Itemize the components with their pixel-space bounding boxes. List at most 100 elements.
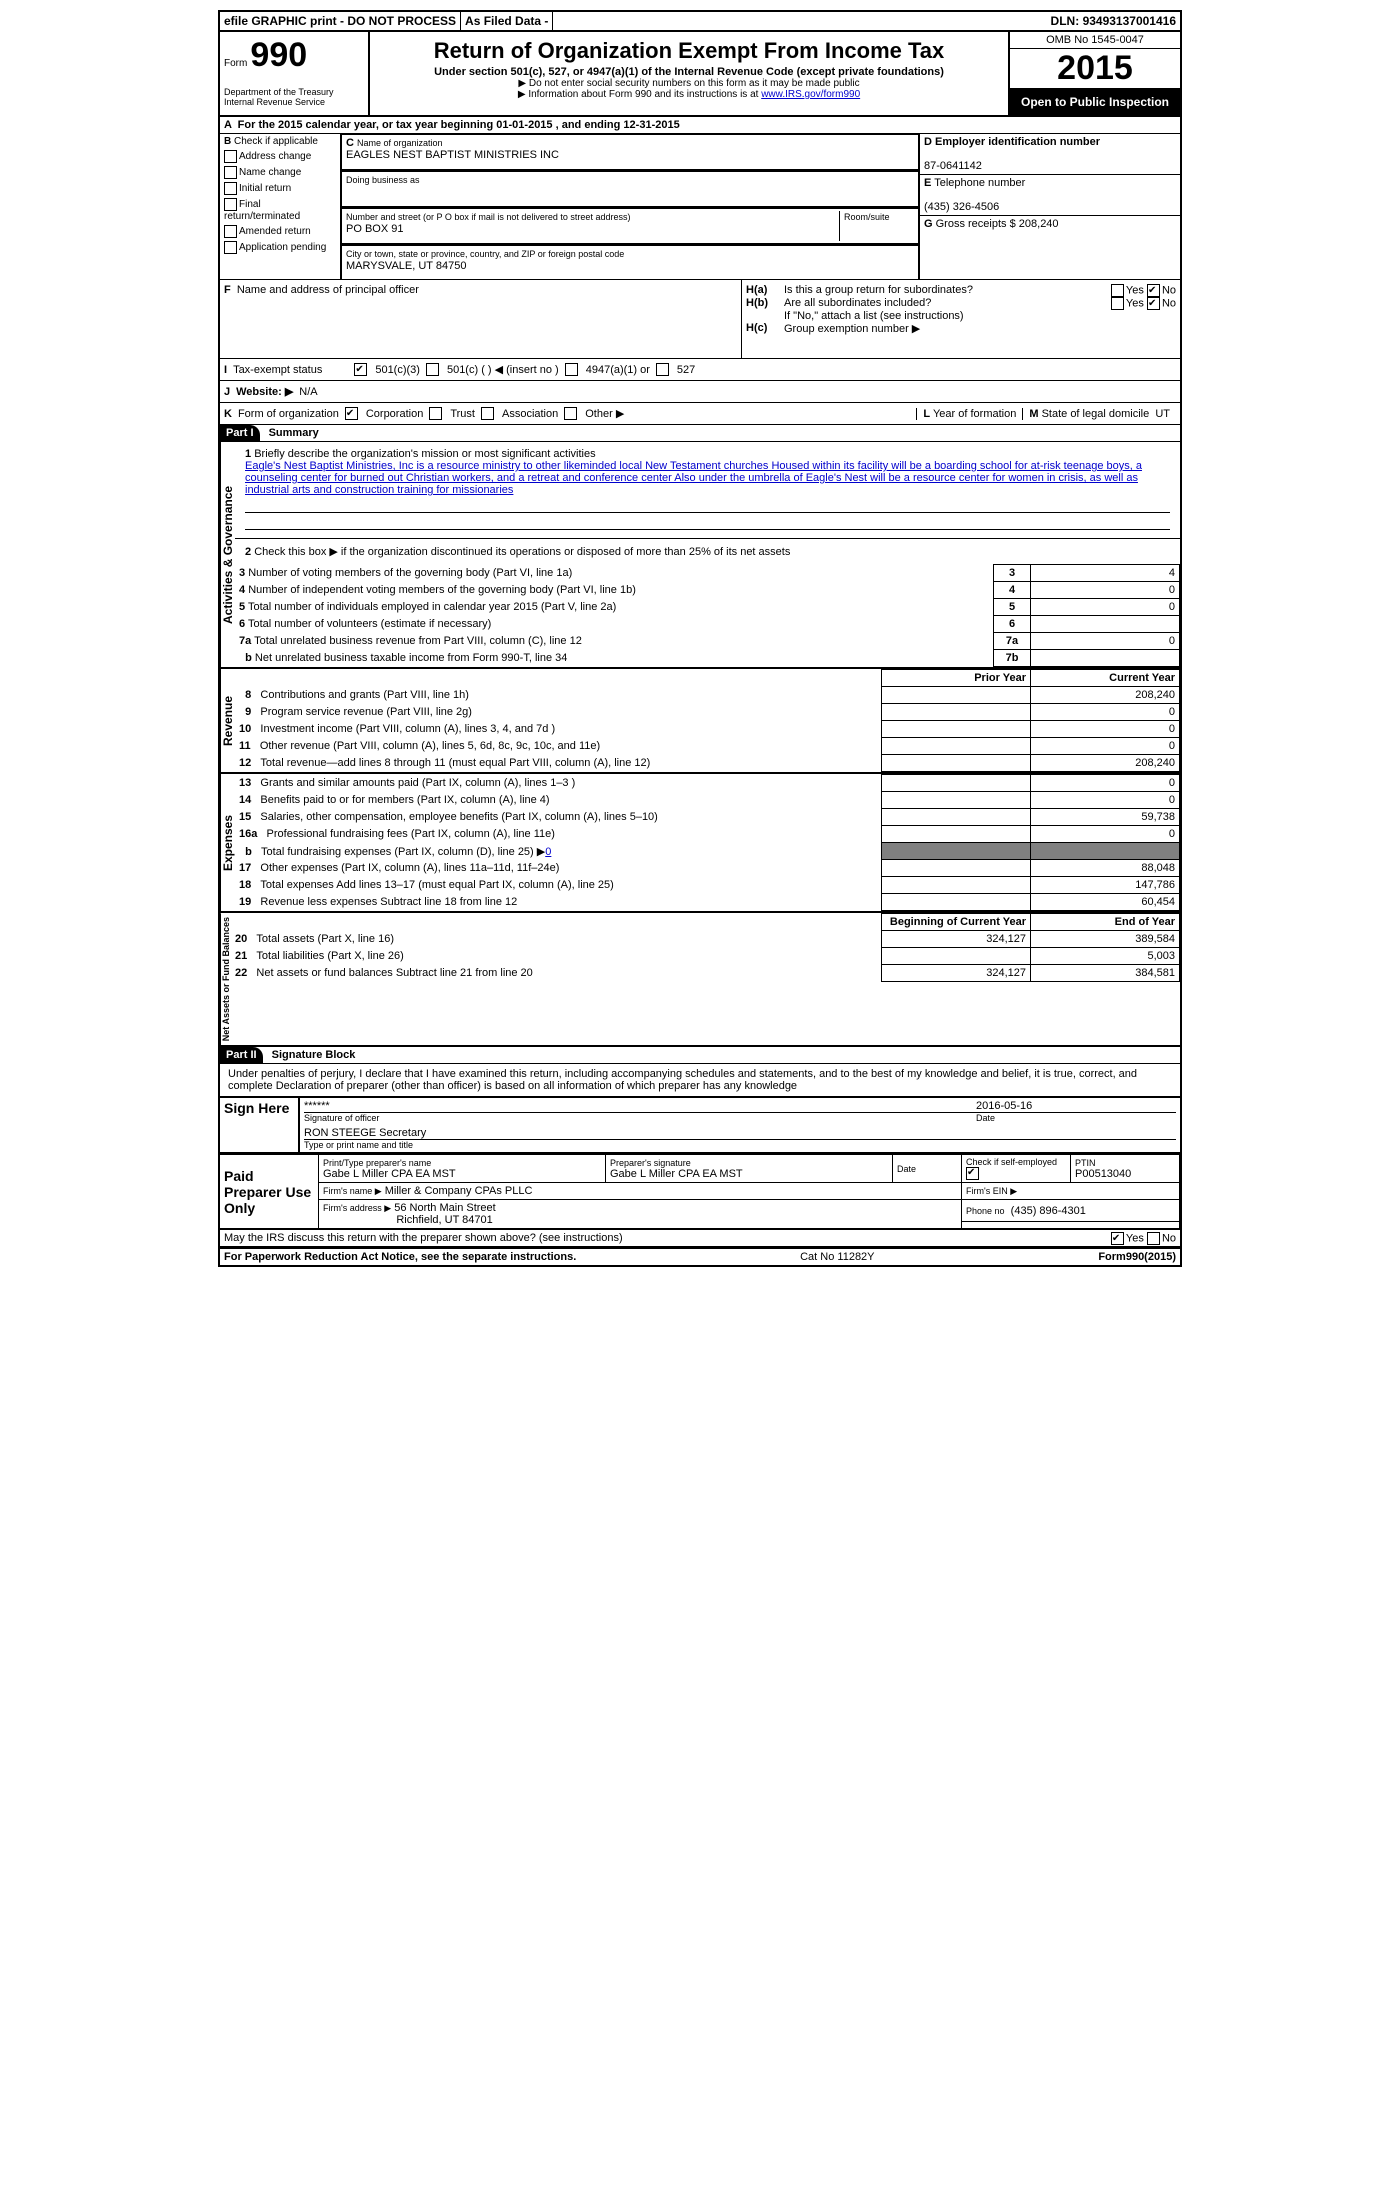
inline-val: 0 [545, 846, 551, 858]
line-box: 5 [994, 599, 1031, 616]
activities-content: 1 Briefly describe the organization's mi… [235, 442, 1180, 667]
cb-corporation[interactable] [345, 407, 358, 420]
table-row: 6 Total number of volunteers (estimate i… [235, 616, 1180, 633]
line-num: 15 [239, 811, 251, 823]
hb-text: Are all subordinates included? [784, 297, 1111, 310]
cb-address-change[interactable]: Address change [224, 150, 336, 163]
discuss-no-cb[interactable] [1147, 1232, 1160, 1245]
letter-a: A [224, 119, 232, 131]
current-val: 0 [1031, 704, 1180, 721]
end-val: 389,584 [1031, 931, 1180, 948]
check-self-employed: Check if self-employed [966, 1157, 1066, 1180]
shaded-cell [882, 843, 1031, 860]
cb-name-change[interactable]: Name change [224, 166, 336, 179]
yes-label: Yes [1126, 297, 1144, 309]
line-label: Revenue less expenses Subtract line 18 f… [260, 896, 517, 908]
table-row: 18 Total expenses Add lines 13–17 (must … [235, 877, 1180, 894]
cb-application-pending[interactable]: Application pending [224, 241, 336, 254]
ha-yes-cb[interactable] [1111, 284, 1124, 297]
firm-name-label: Firm's name ▶ [323, 1186, 382, 1196]
prior-val [882, 792, 1031, 809]
table-row: 10 Investment income (Part VIII, column … [235, 721, 1180, 738]
expenses-content: 13 Grants and similar amounts paid (Part… [235, 774, 1180, 911]
line-label: Contributions and grants (Part VIII, lin… [260, 689, 469, 701]
prep-sig-label: Preparer's signature [610, 1158, 888, 1168]
cb-initial-return[interactable]: Initial return [224, 182, 336, 195]
city-value: MARYSVALE, UT 84750 [346, 260, 466, 272]
form-subtitle: Under section 501(c), 527, or 4947(a)(1)… [378, 66, 1000, 78]
discuss-yes-cb[interactable] [1111, 1232, 1124, 1245]
part-2-badge: Part II [220, 1047, 263, 1063]
table-row: 8 Contributions and grants (Part VIII, l… [235, 687, 1180, 704]
prior-val [882, 894, 1031, 911]
cb-final-return[interactable]: Final return/terminated [224, 198, 336, 222]
prior-val [882, 721, 1031, 738]
section-revenue: Revenue Prior YearCurrent Year 8 Contrib… [220, 669, 1180, 774]
cb-4947[interactable] [565, 363, 578, 376]
cb-other[interactable] [564, 407, 577, 420]
line-num: 10 [239, 723, 251, 735]
line-label: Total revenue—add lines 8 through 11 (mu… [260, 757, 650, 769]
hb-yes-cb[interactable] [1111, 297, 1124, 310]
netassets-table: Beginning of Current YearEnd of Year 20 … [231, 913, 1180, 982]
cb-amended-return[interactable]: Amended return [224, 225, 336, 238]
firm-addr1: 56 North Main Street [394, 1202, 496, 1214]
vlabel-expenses: Expenses [220, 774, 235, 911]
form-990-container: efile GRAPHIC print - DO NOT PROCESS As … [218, 10, 1182, 1267]
address-block: Number and street (or P O box if mail is… [340, 207, 920, 245]
footer-row: For Paperwork Reduction Act Notice, see … [220, 1248, 1180, 1265]
ein-label: Employer identification number [935, 136, 1100, 148]
vlabel-netassets: Net Assets or Fund Balances [220, 913, 231, 1045]
line-num: 13 [239, 777, 251, 789]
part-2-header-row: Part II Signature Block [220, 1047, 1180, 1064]
ha-no-cb[interactable] [1147, 284, 1160, 297]
tel-block: E Telephone number (435) 326-4506 [920, 175, 1180, 216]
line-num: 7a [239, 635, 251, 647]
cb-self-employed[interactable] [966, 1167, 979, 1180]
irs-link[interactable]: www.IRS.gov/form990 [761, 89, 860, 100]
line-label: Net unrelated business taxable income fr… [255, 652, 567, 664]
check-if-applicable: Check if applicable [234, 136, 318, 147]
current-val: 60,454 [1031, 894, 1180, 911]
prep-name-label: Print/Type preparer's name [323, 1158, 601, 1168]
current-val: 147,786 [1031, 877, 1180, 894]
firm-addr2: Richfield, UT 84701 [396, 1214, 492, 1226]
cb-association[interactable] [481, 407, 494, 420]
blank-line [245, 515, 1170, 530]
table-row: 13 Grants and similar amounts paid (Part… [235, 775, 1180, 792]
phone-value: (435) 896-4301 [1011, 1205, 1086, 1217]
cb-527[interactable] [656, 363, 669, 376]
section-netassets: Net Assets or Fund Balances Beginning of… [220, 913, 1180, 1047]
cb-501c[interactable] [426, 363, 439, 376]
current-val: 0 [1031, 792, 1180, 809]
hb-note: If "No," attach a list (see instructions… [746, 310, 1176, 322]
room-label: Room/suite [844, 212, 890, 222]
dba-label: Doing business as [346, 175, 420, 185]
line-k: K Form of organization Corporation Trust… [220, 403, 1180, 425]
current-val: 59,738 [1031, 809, 1180, 826]
line-num: 19 [239, 896, 251, 908]
cb-501c3[interactable] [354, 363, 367, 376]
line-label: Grants and similar amounts paid (Part IX… [260, 777, 575, 789]
line-i: I Tax-exempt status 501(c)(3) 501(c) ( )… [220, 359, 1180, 381]
as-filed-label: As Filed Data - [461, 12, 553, 30]
line-val: 0 [1031, 582, 1180, 599]
line-num: 20 [235, 933, 247, 945]
table-header-row: Prior YearCurrent Year [235, 670, 1180, 687]
sign-here-label: Sign Here [220, 1098, 299, 1153]
col-begin: Beginning of Current Year [882, 914, 1031, 931]
prep-date-label: Date [897, 1164, 957, 1174]
cb-trust[interactable] [429, 407, 442, 420]
note-info: ▶ Information about Form 990 and its ins… [378, 89, 1000, 100]
ein-value: 87-0641142 [924, 160, 982, 172]
column-b: B Check if applicable Address change Nam… [220, 134, 341, 279]
hb-no-cb[interactable] [1147, 297, 1160, 310]
table-row: 12 Total revenue—add lines 8 through 11 … [235, 755, 1180, 772]
dln-value: 93493137001416 [1083, 14, 1176, 28]
begin-val: 324,127 [882, 965, 1031, 982]
header-left: Form 990 Department of the Treasury Inte… [220, 32, 370, 115]
revenue-content: Prior YearCurrent Year 8 Contributions a… [235, 669, 1180, 772]
form-of-org-label: Form of organization [238, 408, 339, 420]
netassets-content: Beginning of Current YearEnd of Year 20 … [231, 913, 1180, 1045]
sig-label: Signature of officer [304, 1113, 976, 1123]
